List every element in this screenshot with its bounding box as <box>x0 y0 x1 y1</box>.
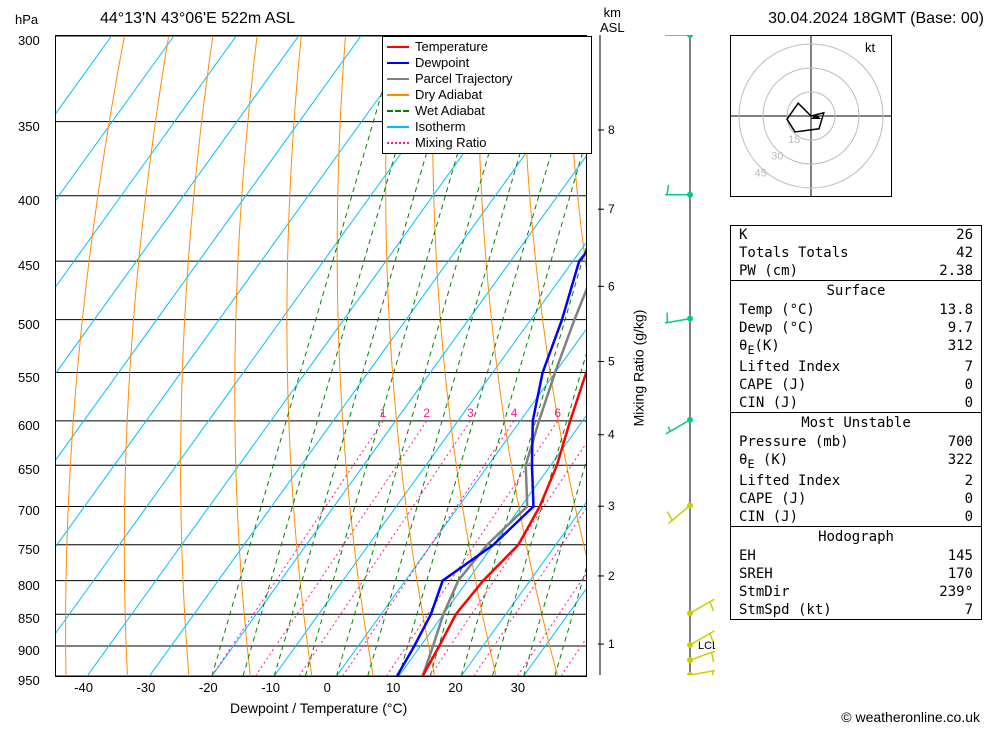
y-left-unit: hPa <box>15 12 38 27</box>
pressure-tick: 650 <box>18 462 40 477</box>
svg-text:1: 1 <box>380 406 387 420</box>
pressure-tick: 900 <box>18 643 40 658</box>
temp-tick: 0 <box>324 680 331 695</box>
index-row: CAPE (J)0 <box>731 376 981 394</box>
temp-tick: 20 <box>448 680 462 695</box>
svg-text:4: 4 <box>511 406 518 420</box>
temp-tick: 10 <box>386 680 400 695</box>
hodograph-unit: kt <box>865 40 875 55</box>
y-right-unit: km ASL <box>600 5 625 35</box>
index-row: SREH170 <box>731 565 981 583</box>
svg-text:6: 6 <box>608 279 615 293</box>
title-datetime: 30.04.2024 18GMT (Base: 00) <box>768 10 984 28</box>
legend-item: Dry Adiabat <box>387 87 587 103</box>
pressure-tick: 750 <box>18 542 40 557</box>
svg-text:15: 15 <box>788 134 800 146</box>
index-row: θE(K)312 <box>731 337 981 358</box>
pressure-tick: 850 <box>18 611 40 626</box>
index-row: Temp (°C)13.8 <box>731 301 981 319</box>
index-row: CAPE (J)0 <box>731 490 981 508</box>
svg-text:45: 45 <box>754 167 766 179</box>
index-row: PW (cm)2.38 <box>731 262 981 280</box>
pressure-tick: 950 <box>18 673 40 688</box>
copyright: © weatheronline.co.uk <box>841 709 980 725</box>
legend-item: Parcel Trajectory <box>387 71 587 87</box>
legend-item: Mixing Ratio <box>387 135 587 151</box>
mixing-ratio-label: Mixing Ratio (g/kg) <box>630 310 646 427</box>
svg-text:LCL: LCL <box>698 640 715 652</box>
pressure-tick: 800 <box>18 578 40 593</box>
temp-tick: -30 <box>137 680 156 695</box>
index-row: θE (K)322 <box>731 451 981 472</box>
temp-tick: 30 <box>511 680 525 695</box>
pressure-tick: 600 <box>18 418 40 433</box>
legend-item: Dewpoint <box>387 55 587 71</box>
pressure-tick: 400 <box>18 193 40 208</box>
svg-text:4: 4 <box>608 428 615 442</box>
index-row: K26 <box>731 226 981 244</box>
svg-text:2: 2 <box>423 406 430 420</box>
legend: TemperatureDewpointParcel TrajectoryDry … <box>382 36 592 154</box>
svg-text:6: 6 <box>554 406 561 420</box>
x-axis-label: Dewpoint / Temperature (°C) <box>230 700 407 716</box>
svg-text:5: 5 <box>608 354 615 368</box>
temp-tick: -10 <box>261 680 280 695</box>
legend-item: Temperature <box>387 39 587 55</box>
pressure-tick: 350 <box>18 119 40 134</box>
pressure-tick: 550 <box>18 370 40 385</box>
index-row: CIN (J)0 <box>731 394 981 412</box>
svg-text:7: 7 <box>608 202 615 216</box>
title-location: 44°13'N 43°06'E 522m ASL <box>100 10 295 28</box>
index-row: CIN (J)0 <box>731 508 981 526</box>
index-row: StmDir239° <box>731 583 981 601</box>
svg-text:2: 2 <box>608 569 615 583</box>
hodograph: 15 30 45 <box>730 35 892 197</box>
index-row: Pressure (mb)700 <box>731 433 981 451</box>
svg-text:8: 8 <box>608 123 615 137</box>
legend-item: Wet Adiabat <box>387 103 587 119</box>
temp-tick: -40 <box>74 680 93 695</box>
index-row: Dewp (°C)9.7 <box>731 319 981 337</box>
svg-text:1: 1 <box>608 637 615 651</box>
legend-item: Isotherm <box>387 119 587 135</box>
pressure-tick: 500 <box>18 317 40 332</box>
index-row: Lifted Index2 <box>731 472 981 490</box>
index-row: Lifted Index7 <box>731 358 981 376</box>
index-table: K26Totals Totals42PW (cm)2.38SurfaceTemp… <box>730 225 982 620</box>
pressure-tick: 700 <box>18 503 40 518</box>
svg-text:3: 3 <box>467 406 474 420</box>
wind-barbs: LCL <box>665 35 715 675</box>
index-row: Totals Totals42 <box>731 244 981 262</box>
pressure-tick: 450 <box>18 258 40 273</box>
pressure-tick: 300 <box>18 33 40 48</box>
svg-text:30: 30 <box>771 151 783 163</box>
temp-tick: -20 <box>199 680 218 695</box>
index-row: StmSpd (kt)7 <box>731 601 981 619</box>
index-row: EH145 <box>731 547 981 565</box>
svg-text:3: 3 <box>608 499 615 513</box>
